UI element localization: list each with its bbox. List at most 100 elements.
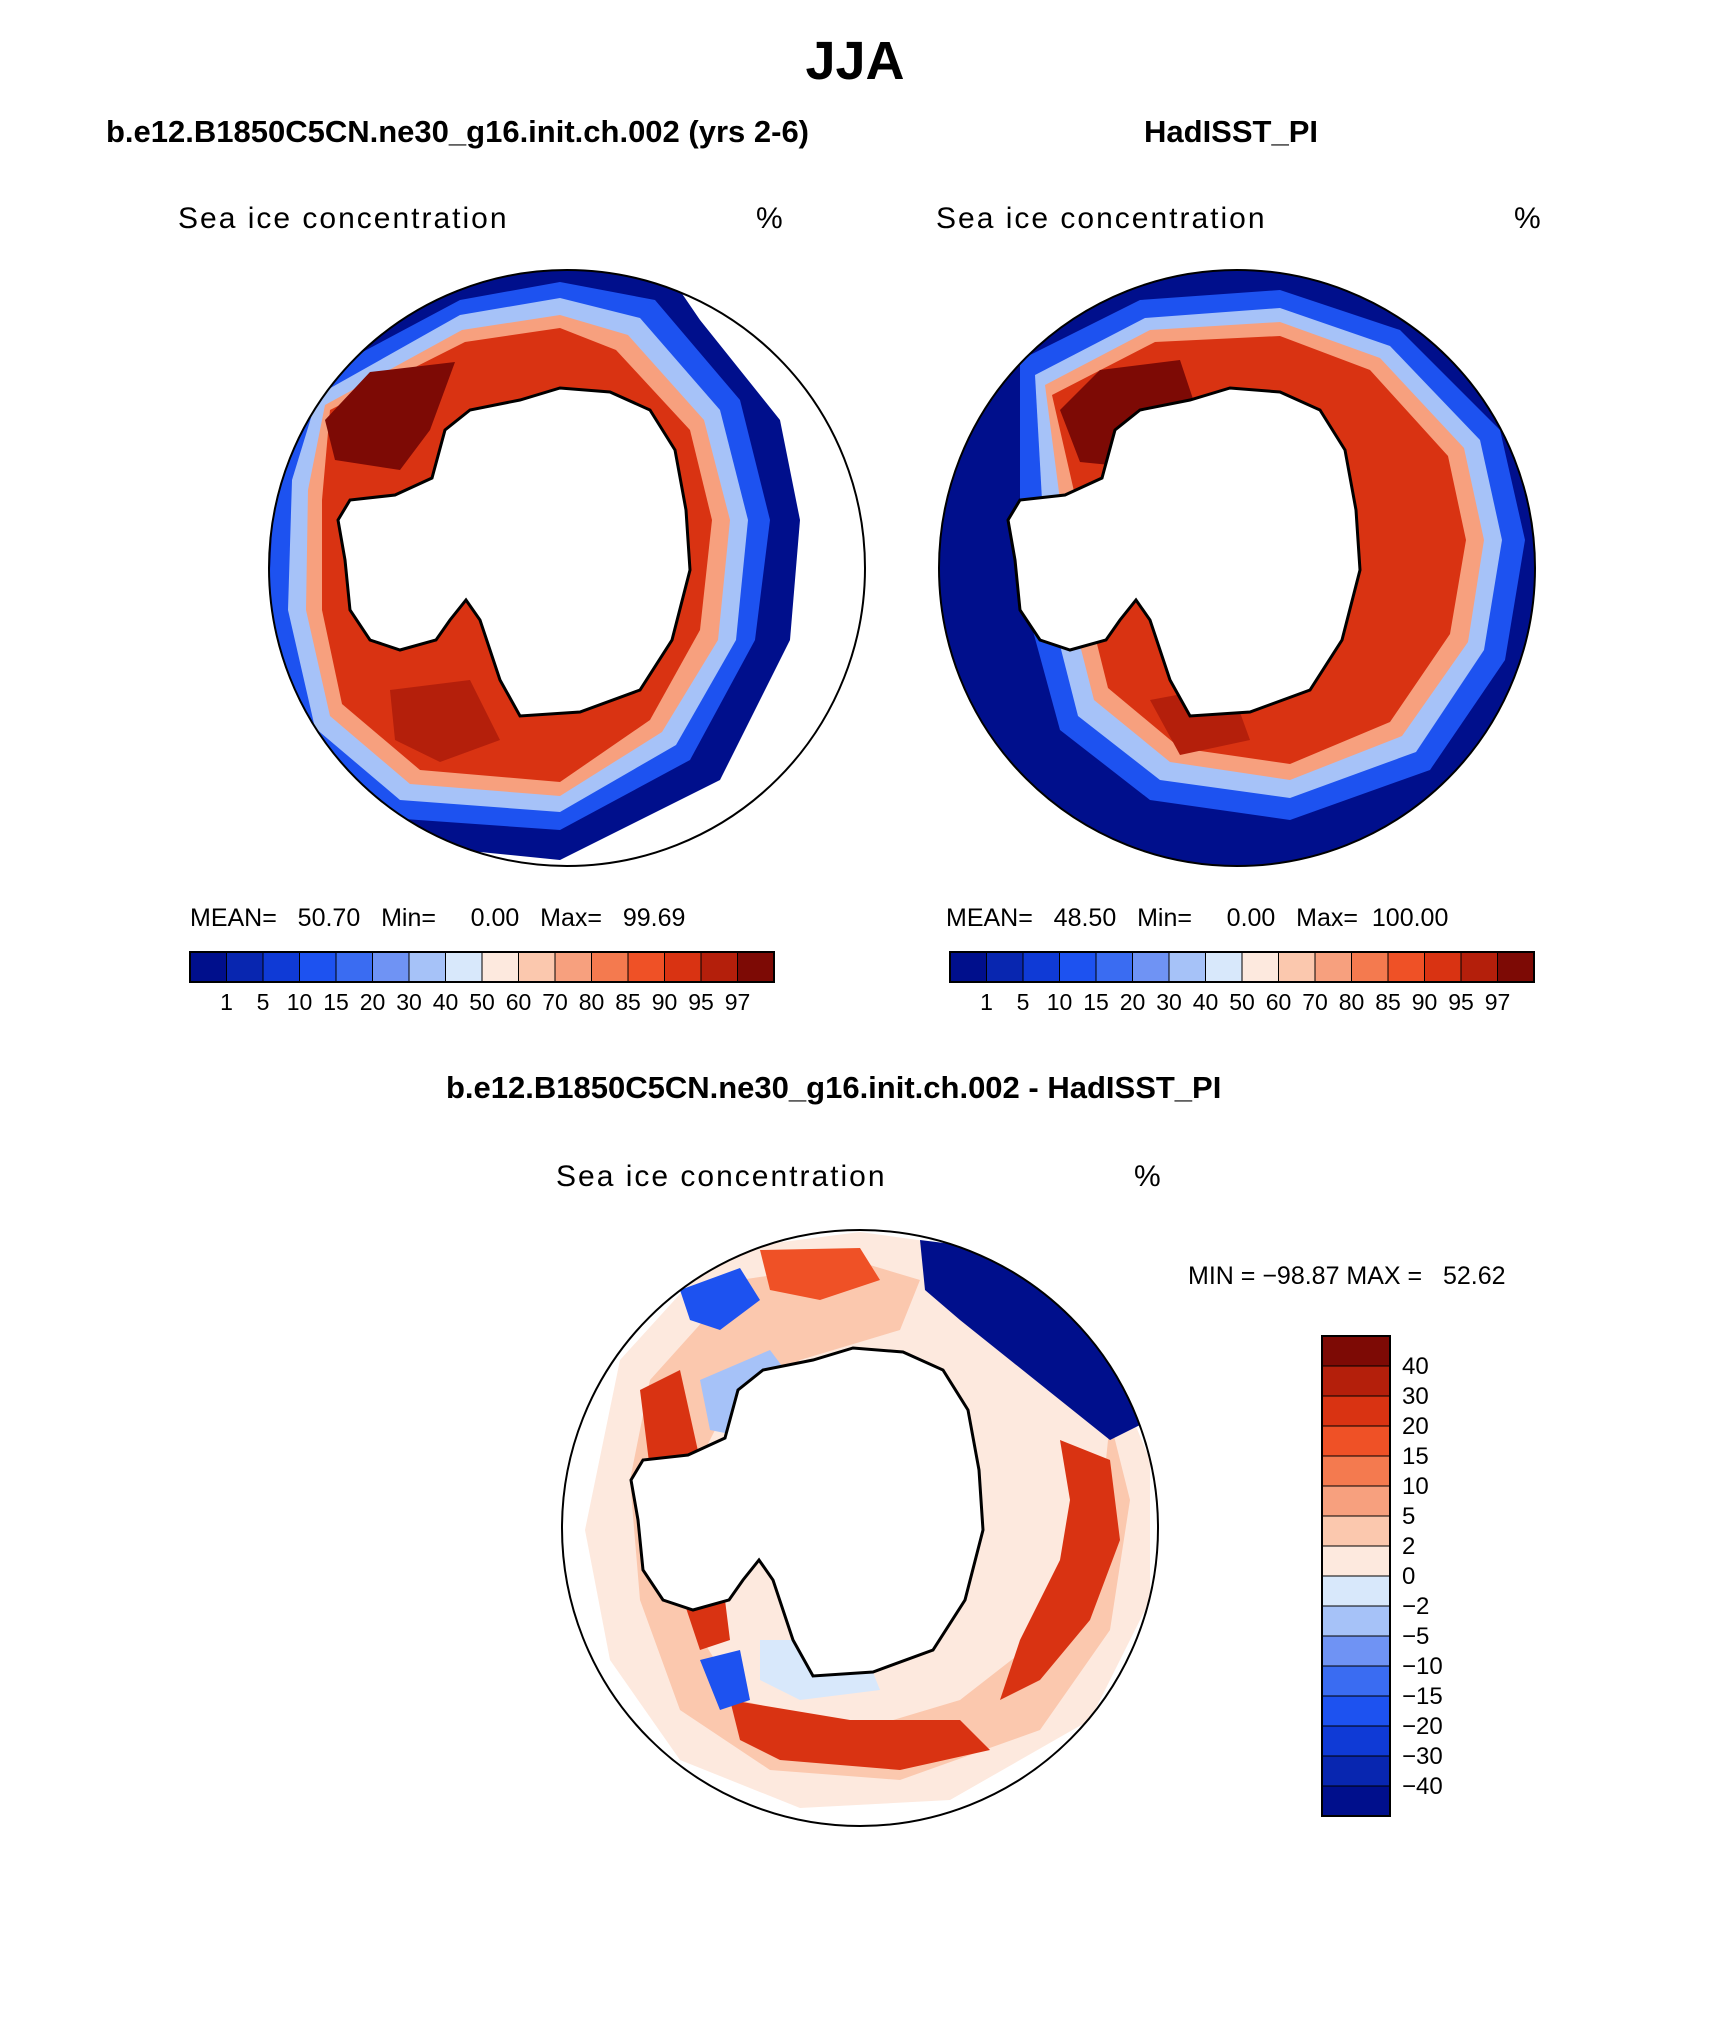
colorbar-tick-label: 90 xyxy=(1412,989,1438,1015)
panel-3-stats: MIN = −98.87 MAX = 52.62 xyxy=(1188,1262,1506,1290)
panel-2-stats: MEAN= 48.50 Min= 0.00 Max= 100.00 xyxy=(946,904,1449,932)
map-difference xyxy=(562,1230,1158,1826)
colorbar-swatch xyxy=(335,951,373,983)
colorbar-tick-label: 10 xyxy=(1402,1473,1429,1500)
colorbar-swatch xyxy=(1321,1665,1391,1697)
colorbar-swatch xyxy=(986,951,1024,983)
panel-1-stats: MEAN= 50.70 Min= 0.00 Max= 99.69 xyxy=(190,904,686,932)
colorbar-tick-label: 90 xyxy=(652,989,678,1015)
colorbar-swatch xyxy=(1424,951,1462,983)
colorbar-tick-label: 40 xyxy=(1402,1353,1429,1380)
colorbar-swatch xyxy=(1321,1425,1391,1457)
colorbar-swatch xyxy=(1321,1455,1391,1487)
colorbar-swatch xyxy=(1168,951,1206,983)
colorbar-swatch xyxy=(664,951,702,983)
colorbar-tick-label: 20 xyxy=(360,989,386,1015)
colorbar-swatch xyxy=(1321,1515,1391,1547)
colorbar-swatch xyxy=(518,951,556,983)
colorbar-swatch xyxy=(1321,1575,1391,1607)
colorbar-swatch xyxy=(1314,951,1352,983)
colorbar-tick-label: 60 xyxy=(1266,989,1292,1015)
colorbar-tick-label: 70 xyxy=(542,989,568,1015)
colorbar-swatch xyxy=(1241,951,1279,983)
colorbar-tick-label: 97 xyxy=(725,989,751,1015)
colorbar-swatch xyxy=(1351,951,1389,983)
colorbar-swatch xyxy=(1321,1485,1391,1517)
panel-1-variable-label: Sea ice concentration xyxy=(178,202,509,235)
colorbar-tick-label: 1 xyxy=(220,989,233,1015)
colorbar-tick-label: 40 xyxy=(433,989,459,1015)
colorbar-tick-label: 30 xyxy=(1402,1383,1429,1410)
colorbar-swatch xyxy=(408,951,446,983)
panel-2-title: HadISST_PI xyxy=(1144,114,1318,149)
colorbar-swatch xyxy=(226,951,264,983)
colorbar-swatch xyxy=(1205,951,1243,983)
colorbar-swatch xyxy=(949,951,987,983)
colorbar-tick-label: −20 xyxy=(1402,1713,1443,1740)
colorbar-swatch xyxy=(1321,1755,1391,1787)
colorbar-tick-label: 1 xyxy=(980,989,993,1015)
colorbar-swatch xyxy=(299,951,337,983)
map-difference-border xyxy=(561,1229,1159,1827)
colorbar-model: 1 5 10 15 20 30 40 50 60 70 80 85 90 95 97 xyxy=(189,951,775,1015)
colorbar-swatch xyxy=(737,951,775,983)
colorbar-swatch xyxy=(1321,1365,1391,1397)
colorbar-tick-label: 30 xyxy=(1156,989,1182,1015)
panel-3-unit-label: % xyxy=(1134,1160,1161,1193)
panel-1-unit-label: % xyxy=(756,202,783,235)
colorbar-tick-label: 10 xyxy=(1047,989,1073,1015)
colorbar-tick-label: 5 xyxy=(257,989,270,1015)
colorbar-swatch xyxy=(700,951,738,983)
colorbar-tick-label: −10 xyxy=(1402,1653,1443,1680)
colorbar-tick-label: 15 xyxy=(1083,989,1109,1015)
colorbar-swatch xyxy=(1321,1605,1391,1637)
colorbar-swatch xyxy=(1321,1695,1391,1727)
colorbar-tick-label: 20 xyxy=(1120,989,1146,1015)
colorbar-swatch xyxy=(554,951,592,983)
colorbar-tick-label: 80 xyxy=(1339,989,1365,1015)
map-model xyxy=(269,270,865,866)
colorbar-swatch xyxy=(1460,951,1498,983)
colorbar-tick-label: 40 xyxy=(1193,989,1219,1015)
colorbar-swatch xyxy=(1278,951,1316,983)
colorbar-swatch xyxy=(1321,1725,1391,1757)
colorbar-swatch xyxy=(627,951,665,983)
colorbar-swatch xyxy=(1321,1785,1391,1817)
colorbar-swatch xyxy=(1321,1335,1391,1367)
panel-1-title: b.e12.B1850C5CN.ne30_g16.init.ch.002 (yr… xyxy=(106,114,810,149)
map-obs xyxy=(939,270,1535,866)
colorbar-obs: 1 5 10 15 20 30 40 50 60 70 80 85 90 95 97 xyxy=(949,951,1535,1015)
panel-2-unit-label: % xyxy=(1514,202,1541,235)
colorbar-tick-label: 70 xyxy=(1302,989,1328,1015)
colorbar-tick-label: −40 xyxy=(1402,1773,1443,1800)
colorbar-tick-label: 0 xyxy=(1402,1563,1415,1590)
panel-2-variable-label: Sea ice concentration xyxy=(936,202,1267,235)
colorbar-tick-label: −30 xyxy=(1402,1743,1443,1770)
map-model-border xyxy=(268,269,866,867)
colorbar-tick-label: 30 xyxy=(396,989,422,1015)
colorbar-swatch xyxy=(445,951,483,983)
figure-title: JJA xyxy=(805,31,905,91)
colorbar-tick-label: 2 xyxy=(1402,1533,1415,1560)
colorbar-tick-label: 85 xyxy=(615,989,641,1015)
colorbar-tick-label: 50 xyxy=(469,989,495,1015)
antarctica-landmass xyxy=(336,386,692,718)
map-obs-border xyxy=(938,269,1536,867)
colorbar-tick-label: −5 xyxy=(1402,1623,1429,1650)
colorbar-tick-label: 50 xyxy=(1229,989,1255,1015)
colorbar-swatch xyxy=(1321,1395,1391,1427)
colorbar-swatch xyxy=(1022,951,1060,983)
colorbar-swatch xyxy=(591,951,629,983)
colorbar-tick-label: −15 xyxy=(1402,1683,1443,1710)
colorbar-swatch xyxy=(481,951,519,983)
colorbar-swatch xyxy=(1059,951,1097,983)
colorbar-tick-label: 85 xyxy=(1375,989,1401,1015)
colorbar-swatch xyxy=(1387,951,1425,983)
colorbar-swatch xyxy=(1321,1635,1391,1667)
colorbar-swatch xyxy=(1132,951,1170,983)
colorbar-tick-label: 95 xyxy=(688,989,714,1015)
colorbar-swatch xyxy=(1321,1545,1391,1577)
colorbar-tick-label: 60 xyxy=(506,989,532,1015)
